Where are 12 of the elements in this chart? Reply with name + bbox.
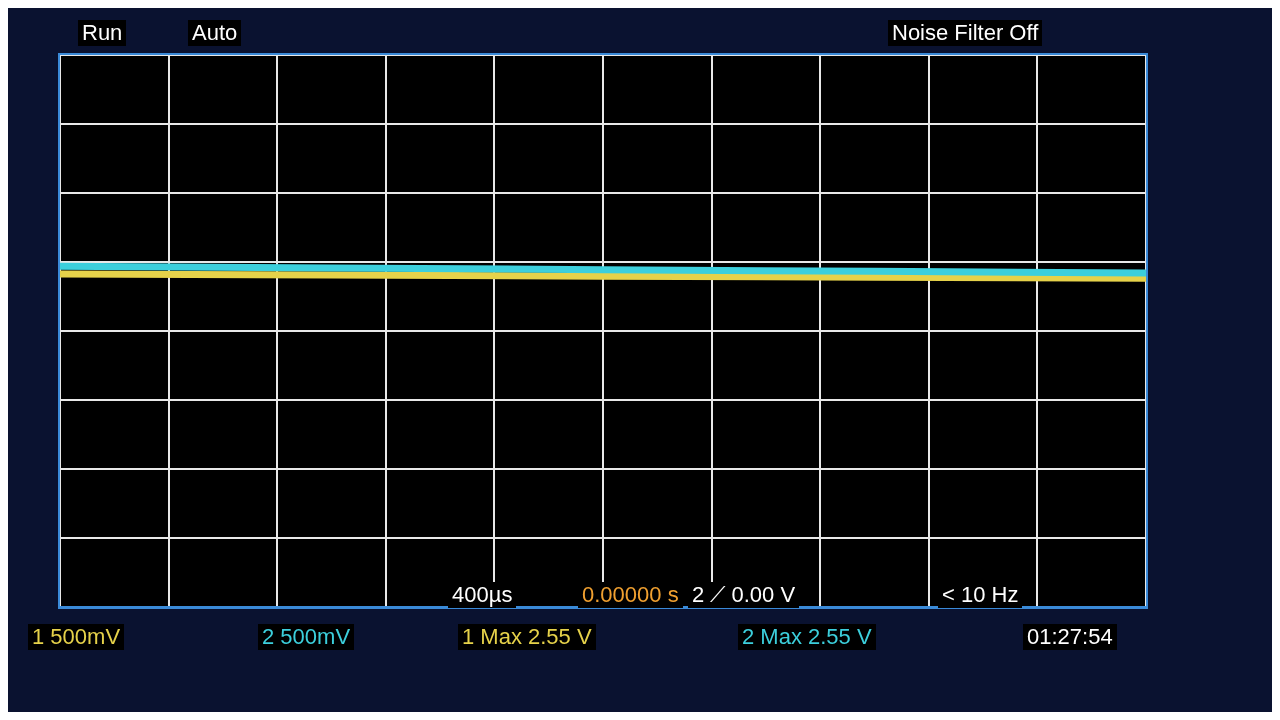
text: 1 Max 2.55 V [458, 624, 596, 650]
annotation: 2 ⟋ 0.00 V [688, 582, 800, 608]
annotation: 0.00000 s [578, 582, 683, 608]
text: Auto [188, 20, 242, 46]
annotation: < 10 Hz [938, 582, 1023, 608]
text: 01:27:54 [1023, 624, 1117, 650]
text: Run [78, 20, 127, 46]
text: Noise Filter Off [888, 20, 1043, 46]
annotation: 400µs [448, 582, 517, 608]
text: 2 Max 2.55 V [738, 624, 876, 650]
text: 1 500mV [28, 624, 125, 650]
text: 2 500mV [258, 624, 355, 650]
